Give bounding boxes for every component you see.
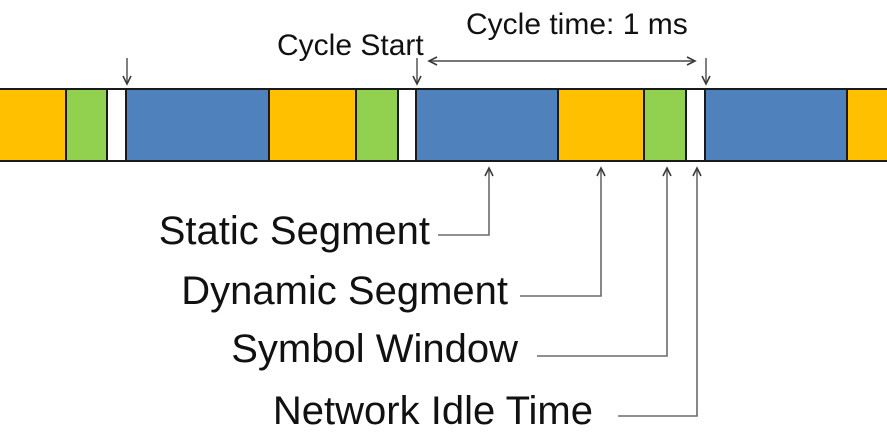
cycle-start-label: Cycle Start [277,29,424,62]
dynamic-segment-block [559,90,645,160]
static-segment-label: Static Segment [158,209,430,253]
dynamic-segment-label: Dynamic Segment [181,269,508,313]
symbol-window-block [645,90,687,160]
network-idle-time-label: Network Idle Time [272,389,593,433]
static-segment-block [706,90,848,160]
symbol-window-block [67,90,108,160]
cycle-time-label: Cycle time: 1 ms [466,8,688,41]
dynamic-segment-block [848,90,887,160]
network-idle-time-block [399,90,417,160]
static-segment-leader-arrow [438,166,494,236]
network-idle-time-leader-arrow [618,166,702,417]
symbol-window-label: Symbol Window [231,327,518,371]
dynamic-segment-block [0,90,67,160]
dynamic-segment-leader-arrow [520,166,606,297]
network-idle-time-block [108,90,127,160]
network-idle-time-block [687,90,706,160]
static-segment-block [417,90,559,160]
timeline-bar [0,88,887,162]
dynamic-segment-block [270,90,357,160]
symbol-window-block [357,90,399,160]
symbol-window-leader-arrow [537,166,672,357]
static-segment-block [127,90,270,160]
